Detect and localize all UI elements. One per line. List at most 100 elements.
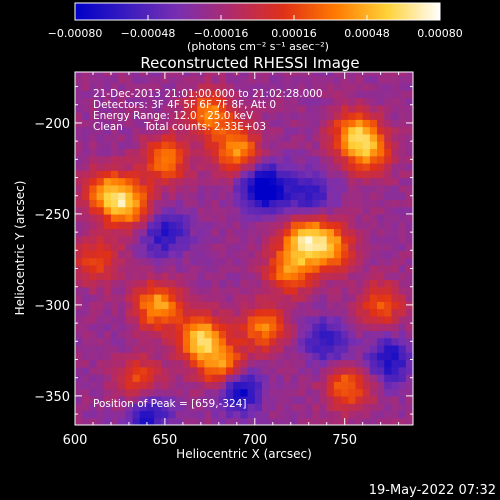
heatmap-cell <box>312 213 321 222</box>
heatmap-cell <box>168 250 177 259</box>
heatmap-cell <box>261 97 270 106</box>
heatmap-cell <box>226 206 234 215</box>
heatmap-cell <box>398 213 407 222</box>
heatmap-cell <box>139 177 148 186</box>
heatmap-cell <box>233 293 242 302</box>
heatmap-cell <box>391 170 400 179</box>
heatmap-cell <box>341 286 349 295</box>
heatmap-cell <box>269 243 277 251</box>
heatmap-cell <box>96 213 105 222</box>
heatmap-cell <box>362 293 371 302</box>
heatmap-cell <box>110 279 119 288</box>
heatmap-cell <box>269 126 277 135</box>
heatmap-cell <box>305 243 313 251</box>
heatmap-cell <box>377 286 385 295</box>
heatmap-cell <box>96 235 105 244</box>
heatmap-cell <box>247 293 256 302</box>
heatmap-cell <box>197 301 206 310</box>
heatmap-cell <box>110 126 119 135</box>
heatmap-cell <box>190 315 198 324</box>
heatmap-cell <box>154 184 162 193</box>
heatmap-cell <box>261 148 270 157</box>
heatmap-cell <box>269 206 277 215</box>
heatmap-cell <box>269 228 277 237</box>
heatmap-cell <box>261 359 270 368</box>
heatmap-cell <box>146 148 155 157</box>
heatmap-cell <box>132 344 141 353</box>
heatmap-cell <box>226 112 234 120</box>
heatmap-cell <box>312 257 321 266</box>
heatmap-cell <box>261 403 270 412</box>
heatmap-cell <box>305 388 313 397</box>
heatmap-cell <box>405 374 413 382</box>
heatmap-cell <box>161 315 170 324</box>
heatmap-cell <box>369 308 378 317</box>
heatmap-cell <box>297 330 306 339</box>
heatmap-cell <box>333 199 342 208</box>
heatmap-cell <box>269 90 277 99</box>
heatmap-cell <box>182 374 191 382</box>
y-axis-tick-labels: −200−250−300−350 <box>34 117 70 405</box>
heatmap-cell <box>146 417 155 425</box>
heatmap-cell <box>197 337 206 346</box>
heatmap-cell <box>190 199 198 208</box>
heatmap-cell <box>405 75 413 84</box>
heatmap-cell <box>154 257 162 266</box>
heatmap-cell <box>405 133 413 142</box>
heatmap-cell <box>118 293 126 302</box>
heatmap-cell <box>269 133 277 142</box>
heatmap-cell <box>89 250 98 259</box>
heatmap-cell <box>326 82 335 91</box>
y-axis-tick-label: −250 <box>34 208 70 223</box>
heatmap-cell <box>96 344 105 353</box>
heatmap-cell <box>254 206 263 215</box>
heatmap-cell <box>218 359 227 368</box>
heatmap-cell <box>154 330 162 339</box>
heatmap-cell <box>96 286 105 295</box>
heatmap-cell <box>240 184 249 193</box>
heatmap-cell <box>398 388 407 397</box>
heatmap-cell <box>384 133 393 142</box>
heatmap-cell <box>405 97 413 106</box>
heatmap-cell <box>283 206 292 215</box>
heatmap-cell <box>261 374 270 382</box>
heatmap-cell <box>125 352 134 361</box>
heatmap-cell <box>211 308 220 317</box>
heatmap-cell <box>118 75 126 84</box>
heatmap-cell <box>226 315 234 324</box>
heatmap-cell <box>305 366 313 375</box>
heatmap-cell <box>218 119 227 128</box>
heatmap-cell <box>103 133 112 142</box>
heatmap-cell <box>348 199 357 208</box>
heatmap-cell <box>190 119 198 128</box>
heatmap-cell <box>319 148 328 157</box>
heatmap-cell <box>190 112 198 120</box>
heatmap-cell <box>139 141 148 150</box>
heatmap-cell <box>384 184 393 193</box>
heatmap-cell <box>333 243 342 251</box>
heatmap-cell <box>283 155 292 164</box>
heatmap-cell <box>384 75 393 84</box>
heatmap-cell <box>82 250 90 259</box>
heatmap-cell <box>377 330 385 339</box>
heatmap-cell <box>261 141 270 150</box>
heatmap-cell <box>132 221 141 230</box>
heatmap-cell <box>211 177 220 186</box>
heatmap-cell <box>391 148 400 157</box>
heatmap-cell <box>362 381 371 390</box>
heatmap-cell <box>405 243 413 251</box>
heatmap-cell <box>261 82 270 91</box>
heatmap-cell <box>89 293 98 302</box>
heatmap-cell <box>276 337 285 346</box>
heatmap-cell <box>89 417 98 425</box>
heatmap-cell <box>240 192 249 200</box>
heatmap-cell <box>75 344 83 353</box>
heatmap-cell <box>89 104 98 113</box>
heatmap-cell <box>82 72 90 77</box>
heatmap-cell <box>190 381 198 390</box>
heatmap-cell <box>75 264 83 273</box>
heatmap-cell <box>175 337 184 346</box>
heatmap-cell <box>369 162 378 171</box>
heatmap-cell <box>355 250 364 259</box>
heatmap-cell <box>132 170 141 179</box>
